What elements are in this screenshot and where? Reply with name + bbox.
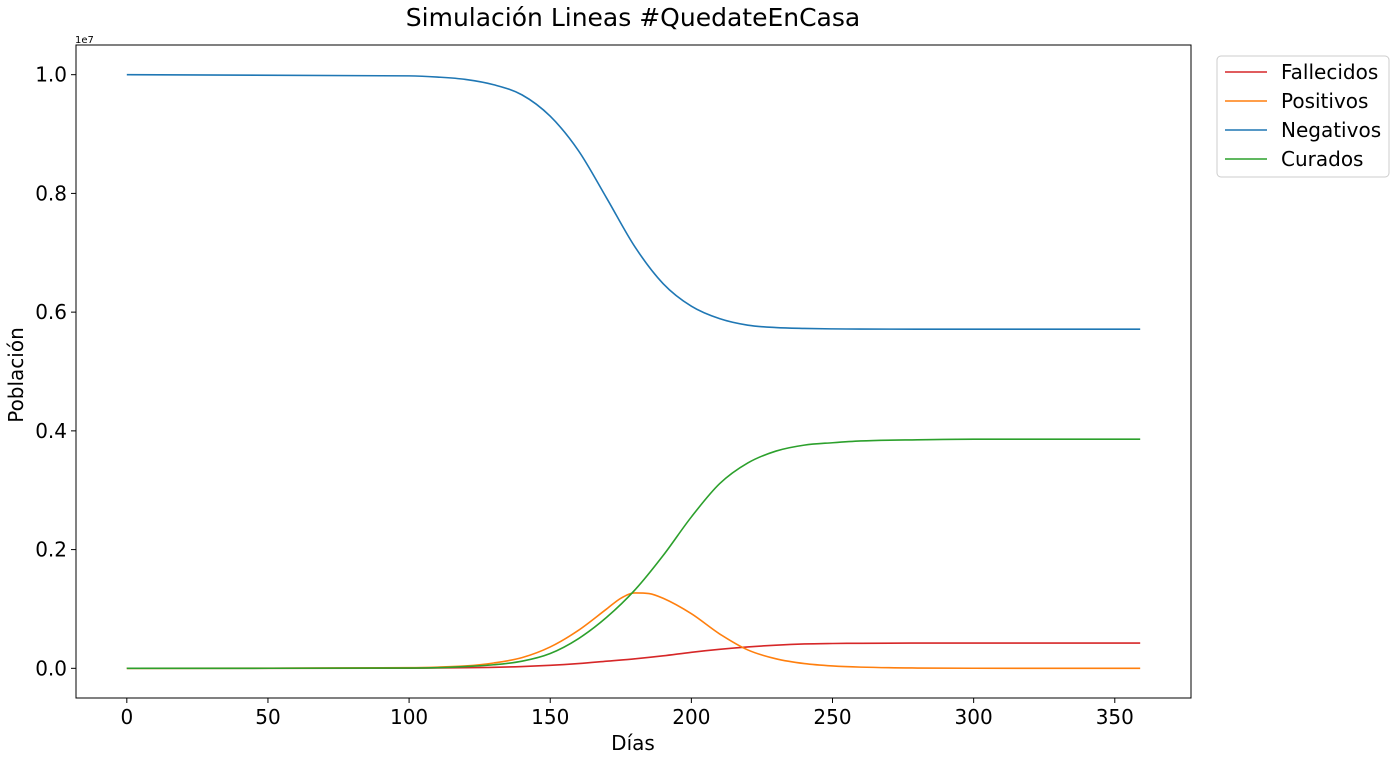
series-line-positivos <box>126 592 1141 670</box>
series-line-curados <box>126 438 1141 670</box>
plot-area <box>126 73 1141 670</box>
y-tick-label-0.4: 0.4 <box>35 419 67 443</box>
y-axis-title: Población <box>4 327 28 423</box>
series-line-fallecidos <box>126 642 1141 670</box>
legend-label-positivos: Positivos <box>1281 89 1368 113</box>
x-tick-label-200: 200 <box>672 705 710 729</box>
plot-frame <box>75 44 1192 699</box>
series-line-negativos <box>126 73 1141 330</box>
y-tick-label-0.6: 0.6 <box>35 300 67 324</box>
y-axis: 0.0 0.2 0.4 0.6 0.8 1.0 <box>35 63 76 680</box>
y-tick-label-1.0: 1.0 <box>35 63 67 87</box>
legend-label-fallecidos: Fallecidos <box>1281 60 1378 84</box>
y-axis-offset-label: 1e7 <box>75 35 94 46</box>
legend-label-negativos: Negativos <box>1281 118 1381 142</box>
y-tick-label-0.0: 0.0 <box>35 656 67 680</box>
x-tick-label-100: 100 <box>390 705 428 729</box>
y-tick-label-0.2: 0.2 <box>35 538 67 562</box>
x-tick-label-250: 250 <box>813 705 851 729</box>
x-tick-label-350: 350 <box>1096 705 1134 729</box>
x-axis: 0 50 100 150 200 250 300 350 <box>120 698 1134 729</box>
legend: Fallecidos Positivos Negativos Curados <box>1216 55 1390 178</box>
legend-box <box>1216 55 1390 178</box>
x-axis-title: Días <box>611 731 655 755</box>
y-tick-label-0.8: 0.8 <box>35 181 67 205</box>
x-tick-label-150: 150 <box>531 705 569 729</box>
x-tick-label-300: 300 <box>955 705 993 729</box>
x-tick-label-0: 0 <box>120 705 133 729</box>
x-tick-label-50: 50 <box>255 705 280 729</box>
chart-title: Simulación Lineas #QuedateEnCasa <box>406 3 860 32</box>
legend-label-curados: Curados <box>1281 147 1363 171</box>
